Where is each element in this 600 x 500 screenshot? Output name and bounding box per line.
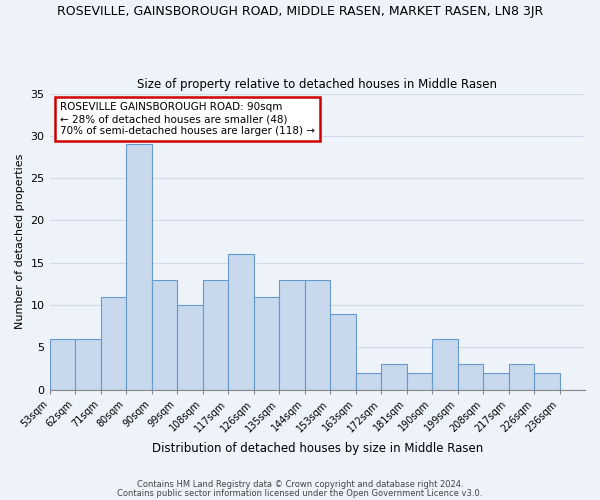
Text: Contains HM Land Registry data © Crown copyright and database right 2024.: Contains HM Land Registry data © Crown c… xyxy=(137,480,463,489)
Bar xyxy=(254,296,279,390)
Text: Contains public sector information licensed under the Open Government Licence v3: Contains public sector information licen… xyxy=(118,489,482,498)
Bar xyxy=(305,280,330,390)
Bar xyxy=(509,364,534,390)
Y-axis label: Number of detached properties: Number of detached properties xyxy=(15,154,25,330)
Bar xyxy=(534,373,560,390)
Text: ROSEVILLE, GAINSBOROUGH ROAD, MIDDLE RASEN, MARKET RASEN, LN8 3JR: ROSEVILLE, GAINSBOROUGH ROAD, MIDDLE RAS… xyxy=(57,5,543,18)
X-axis label: Distribution of detached houses by size in Middle Rasen: Distribution of detached houses by size … xyxy=(152,442,483,455)
Bar xyxy=(203,280,228,390)
Bar xyxy=(356,373,381,390)
Bar xyxy=(101,296,126,390)
Bar xyxy=(75,339,101,390)
Text: ROSEVILLE GAINSBOROUGH ROAD: 90sqm
← 28% of detached houses are smaller (48)
70%: ROSEVILLE GAINSBOROUGH ROAD: 90sqm ← 28%… xyxy=(60,102,315,136)
Bar xyxy=(458,364,483,390)
Bar xyxy=(330,314,356,390)
Bar xyxy=(407,373,432,390)
Bar xyxy=(432,339,458,390)
Bar xyxy=(152,280,177,390)
Bar xyxy=(279,280,305,390)
Bar xyxy=(228,254,254,390)
Bar xyxy=(483,373,509,390)
Bar xyxy=(126,144,152,390)
Title: Size of property relative to detached houses in Middle Rasen: Size of property relative to detached ho… xyxy=(137,78,497,91)
Bar xyxy=(177,305,203,390)
Bar xyxy=(381,364,407,390)
Bar xyxy=(50,339,75,390)
